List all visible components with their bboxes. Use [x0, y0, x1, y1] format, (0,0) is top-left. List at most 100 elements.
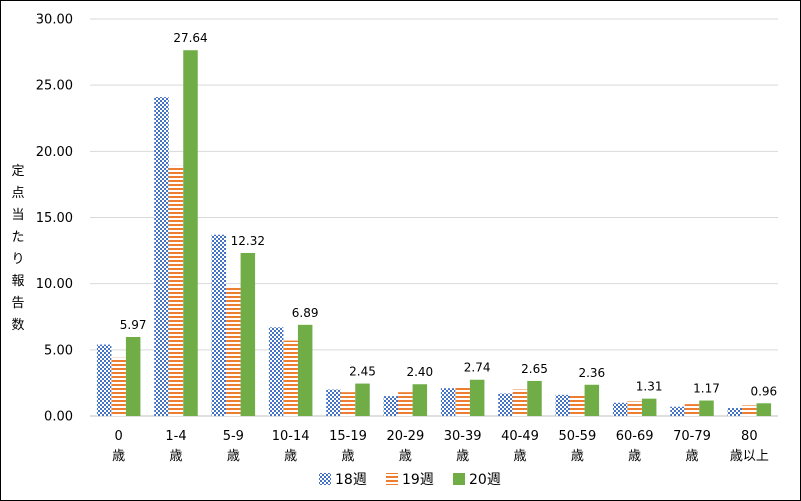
- bar-1-12: [727, 408, 743, 416]
- legend-label: 19週: [402, 472, 434, 488]
- bar-2-3: [226, 287, 241, 416]
- y-axis-ticks: 0.00 5.00 10.00 15.00 20.00 25.00 30.00: [36, 13, 73, 425]
- x-axis-categories: 0 歳 1-4 歳 5-9 歳 10-14 歳 15-19 歳 20-29 歳 30-39 歳 40-49 歳…: [112, 429, 769, 464]
- bar-3-3: [240, 252, 256, 416]
- y-tick-label: 0.00: [44, 410, 73, 425]
- data-label: 6.89: [292, 306, 319, 320]
- bar-3-10: [641, 398, 657, 416]
- x-category-suffix: 歳: [571, 449, 584, 464]
- bar-1-6: [383, 396, 399, 416]
- x-category-label: 30-39: [444, 429, 482, 444]
- x-category-suffix: 歳: [399, 449, 412, 464]
- x-category-suffix: 歳: [456, 449, 469, 464]
- bar-2-6: [398, 392, 413, 416]
- bar-3-2: [183, 50, 198, 417]
- bar-2-1: [111, 357, 126, 416]
- x-category-label: 15-19: [329, 429, 367, 444]
- y-tick-label: 15.00: [36, 211, 73, 226]
- bar-3-11: [699, 400, 714, 416]
- x-category-suffix: 歳: [284, 449, 297, 464]
- bar-1-7: [440, 388, 456, 416]
- legend-swatch: [453, 473, 465, 485]
- bar-1-3: [211, 234, 227, 416]
- x-category-suffix: 歳: [112, 449, 125, 464]
- bars: [96, 50, 772, 417]
- x-category-label: 20-29: [386, 429, 424, 444]
- x-category-suffix: 歳: [227, 449, 240, 464]
- x-category-suffix: 歳: [685, 449, 698, 464]
- y-axis-label-char: 点: [11, 186, 24, 201]
- bar-3-5: [355, 383, 370, 416]
- y-axis-label-char: 数: [11, 318, 24, 333]
- x-category-label: 5-9: [223, 429, 244, 444]
- bar-3-1: [125, 336, 141, 416]
- data-label: 5.97: [120, 318, 147, 332]
- legend-swatch: [319, 473, 331, 485]
- y-tick-label: 5.00: [44, 343, 73, 358]
- bar-3-4: [297, 324, 313, 416]
- legend-label: 20週: [469, 472, 501, 488]
- x-category-label: 60-69: [616, 429, 654, 444]
- bar-2-4: [283, 340, 298, 416]
- bar-2-7: [455, 386, 470, 416]
- data-label: 12.32: [231, 234, 265, 248]
- data-label: 2.36: [578, 366, 605, 380]
- bar-3-6: [412, 384, 428, 416]
- y-tick-label: 25.00: [36, 79, 73, 94]
- bar-3-8: [527, 380, 542, 416]
- bar-1-11: [670, 406, 685, 416]
- bar-2-8: [512, 389, 528, 416]
- data-label: 2.40: [406, 365, 433, 379]
- bar-1-5: [326, 389, 341, 416]
- legend: 18週 19週 20週: [319, 472, 501, 488]
- bar-2-12: [742, 405, 757, 416]
- x-category-label: 10-14: [272, 429, 310, 444]
- x-category-suffix: 歳以上: [730, 449, 769, 464]
- data-label: 2.74: [464, 361, 491, 375]
- data-label: 0.96: [750, 384, 777, 398]
- bar-1-9: [555, 394, 571, 416]
- data-label: 27.64: [173, 31, 207, 45]
- bar-1-2: [154, 97, 169, 417]
- bar-2-5: [340, 392, 356, 416]
- y-axis-label-char: り: [11, 252, 24, 267]
- bar-2-9: [570, 394, 585, 416]
- bar-3-12: [756, 403, 772, 416]
- data-label: 2.65: [521, 362, 548, 376]
- y-tick-label: 10.00: [36, 277, 73, 292]
- bar-1-8: [498, 393, 513, 416]
- y-axis-label-char: 定: [11, 164, 24, 179]
- y-axis-label-char: 報: [11, 274, 24, 289]
- data-label: 1.17: [693, 382, 720, 396]
- bar-2-11: [684, 404, 700, 416]
- legend-label: 18週: [335, 472, 367, 488]
- x-category-label: 40-49: [501, 429, 539, 444]
- bar-3-7: [469, 379, 485, 416]
- x-category-label: 1-4: [165, 429, 186, 444]
- x-category-suffix: 歳: [513, 449, 526, 464]
- legend-swatch: [386, 473, 398, 485]
- y-tick-label: 20.00: [36, 145, 73, 160]
- data-labels: 5.97 27.64 12.32 6.89 2.45 2.40 2.74 2.65 2.36 1.…: [120, 31, 777, 398]
- x-category-label: 50-59: [558, 429, 596, 444]
- x-category-suffix: 歳: [341, 449, 354, 464]
- data-label: 2.45: [349, 365, 376, 379]
- bar-2-2: [168, 165, 184, 416]
- bar-2-10: [627, 401, 642, 416]
- x-category-label: 70-79: [673, 429, 711, 444]
- x-category-suffix: 歳: [169, 449, 182, 464]
- y-axis-label-char: た: [11, 230, 24, 245]
- gridlines: [90, 18, 778, 417]
- bar-1-4: [268, 327, 284, 416]
- y-axis-label-char: 当: [11, 208, 24, 223]
- bar-3-9: [584, 384, 600, 416]
- y-axis-label-char: 告: [11, 296, 24, 311]
- bar-1-10: [612, 402, 628, 416]
- x-category-suffix: 歳: [628, 449, 641, 464]
- x-category-label: 0: [115, 429, 123, 444]
- bar-1-1: [96, 344, 112, 416]
- y-tick-label: 30.00: [36, 13, 73, 28]
